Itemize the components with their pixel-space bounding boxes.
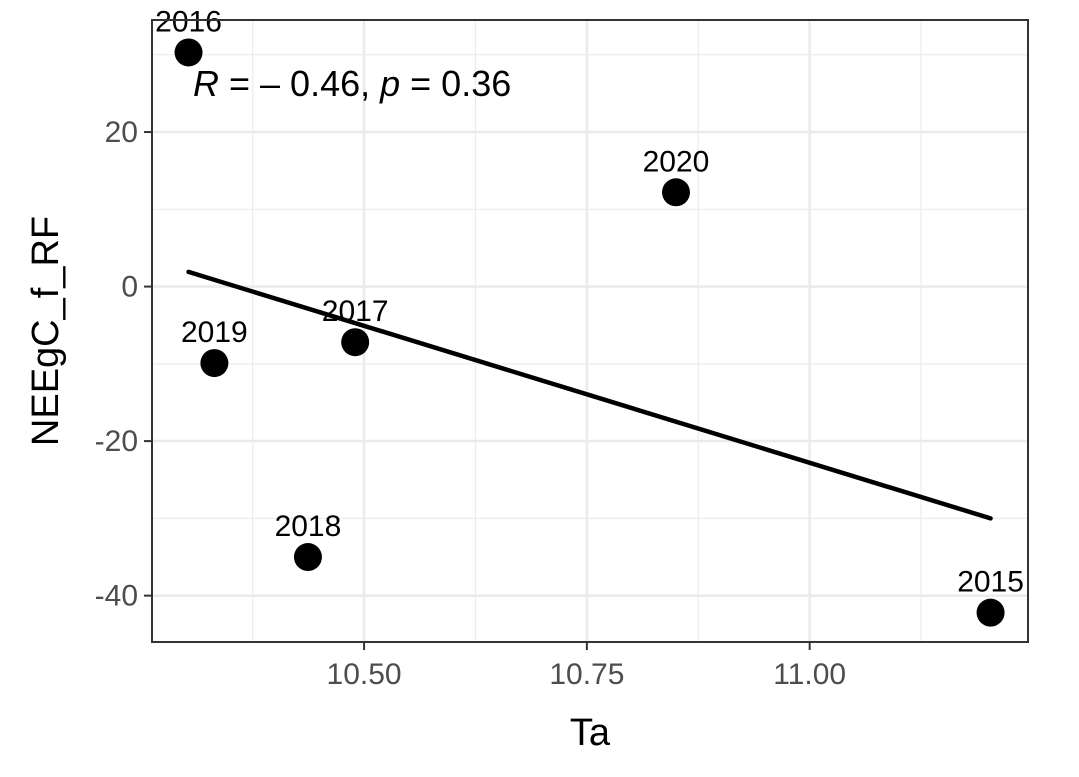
data-point-2018: [293, 543, 322, 572]
data-point-2016: [174, 38, 203, 67]
x-axis: 10.50 10.75 11.00: [327, 642, 846, 691]
point-label-2017: 2017: [322, 295, 389, 328]
point-label-2020: 2020: [643, 145, 710, 178]
data-point-2020: [661, 178, 690, 207]
x-axis-title: Ta: [570, 712, 611, 754]
fit-layer: [186, 269, 993, 521]
y-tick-label: 20: [105, 116, 138, 149]
x-tick-label: 11.00: [773, 658, 846, 691]
data-point-2017: [341, 328, 370, 357]
points-layer: [174, 38, 1005, 627]
data-point-2019: [200, 349, 229, 378]
point-labels-layer: 2016 2019 2017 2018 2020 2015: [155, 5, 1024, 598]
panel-border: [151, 19, 1029, 643]
y-axis: -40 -20 0 20: [95, 116, 152, 613]
y-axis-title: NEEgC_f_RF: [25, 216, 67, 446]
y-tick-label: 0: [121, 271, 138, 304]
regression-line: [186, 269, 993, 521]
point-label-2018: 2018: [275, 510, 342, 543]
point-label-2015: 2015: [957, 566, 1024, 599]
major-gridlines: [152, 20, 1028, 642]
y-tick-label: -40: [95, 580, 138, 613]
point-label-2019: 2019: [181, 316, 248, 349]
y-tick-label: -20: [95, 425, 138, 458]
x-tick-label: 10.75: [549, 658, 624, 691]
plot-panel: [152, 20, 1028, 642]
correlation-annotation: R = – 0.46, p = 0.36: [193, 63, 511, 104]
minor-gridlines: [152, 20, 1028, 642]
data-point-2015: [976, 598, 1005, 627]
point-label-2016: 2016: [155, 5, 222, 38]
x-tick-label: 10.50: [327, 658, 402, 691]
